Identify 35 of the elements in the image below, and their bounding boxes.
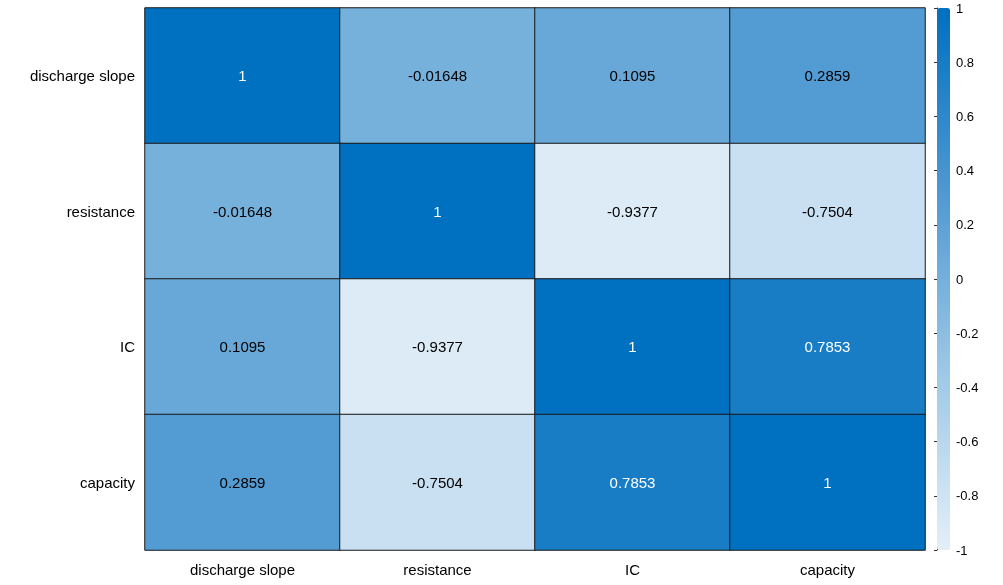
color-bar-label: -0.8 (956, 488, 979, 504)
color-bar-label: -0.6 (956, 434, 979, 450)
data-label: -0.9377 (607, 202, 658, 220)
x-tick-label: discharge slope (189, 561, 296, 578)
data-label: -0.01648 (212, 202, 273, 220)
data-label: 0.1095 (609, 67, 656, 85)
data-label: 1 (823, 473, 832, 491)
color-bar-label: 0 (956, 271, 964, 287)
data-label: -0.7504 (412, 473, 463, 491)
color-bar-label: -0.2 (956, 325, 979, 341)
data-label: 0.7853 (804, 338, 851, 356)
color-bar-label: 0.6 (956, 108, 975, 124)
color-bar-label: 1 (956, 0, 964, 16)
data-label: 1 (238, 67, 247, 85)
color-bar-label: -0.4 (956, 379, 979, 395)
data-label: 0.2859 (804, 67, 851, 85)
color-bar-label: 0.2 (956, 217, 975, 233)
x-tick-label: capacity (799, 561, 856, 578)
data-label: -0.7504 (802, 202, 853, 220)
data-label: 0.2859 (219, 473, 266, 491)
y-tick-label: discharge slope (29, 67, 135, 85)
data-label: 1 (433, 202, 442, 220)
color-bar-label: -1 (956, 542, 968, 558)
y-tick-label: capacity (79, 473, 136, 491)
data-label: 0.7853 (609, 473, 656, 491)
color-bar-label: 0.8 (956, 54, 975, 70)
x-tick-label: resistance (403, 561, 472, 578)
x-tick-label: IC (625, 561, 641, 578)
data-label: -0.01648 (407, 67, 468, 85)
data-label: 1 (628, 338, 637, 356)
data-label: 0.1095 (219, 338, 266, 356)
data-label: -0.9377 (412, 338, 463, 356)
color-bar-label: 0.4 (956, 163, 975, 179)
y-tick-label: resistance (66, 202, 135, 220)
y-tick-label: IC (120, 338, 136, 356)
